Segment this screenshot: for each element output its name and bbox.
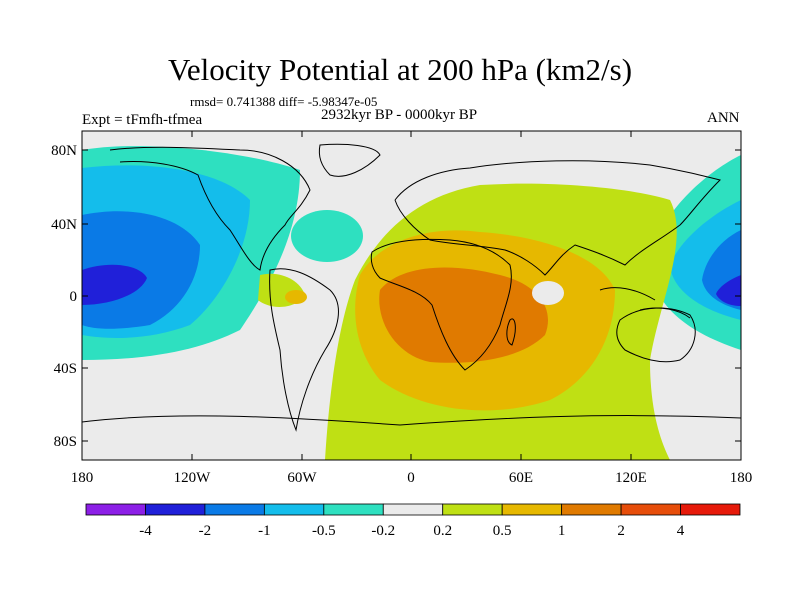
colorbar-swatch [382,503,444,516]
colorbar-label: 0.2 [433,523,452,539]
coast-south-america [269,268,339,432]
coast-greenland [318,143,381,177]
coast-madagascar [506,318,516,346]
map-title: Velocity Potential at 200 hPa (km2/s) [167,52,633,87]
lon-tick-label: 180 [730,470,753,486]
colorbar-swatch [561,503,622,516]
colorbar-label: 0.5 [493,523,512,539]
axis-ticks [81,131,742,460]
coast-europe-asia [394,160,721,276]
lon-tick-label: 120E [615,470,647,486]
stats-text: rmsd= 0.741388 diff= -5.98347e-05 [190,94,378,109]
lat-tick-label: 40S [54,361,77,377]
colorbar-label: -1 [258,523,271,539]
colorbar-swatch [620,503,681,516]
colorbar-label: -0.2 [371,523,395,539]
colorbar-label: -4 [139,523,152,539]
coastlines [82,143,741,432]
colorbar-swatch [263,503,325,516]
colorbar-label: -0.5 [312,523,336,539]
lon-axis: 180 120W 60W 0 60E 120E 180 [71,470,753,486]
season-label: ANN [707,110,740,126]
colorbar-label: -2 [199,523,212,539]
colorbar-swatch [442,503,503,516]
coast-north-america [109,146,311,271]
lat-tick-label: 40N [51,217,77,233]
lon-tick-label: 180 [71,470,94,486]
coast-antarctica [82,415,741,426]
contour-gt-0.5-small [285,290,307,304]
contour-gt-1 [379,267,548,363]
lon-tick-label: 120W [174,470,212,486]
coast-indonesia [599,287,691,319]
period-label: 2932kyr BP - 0000kyr BP [321,107,478,123]
lat-tick-label: 80S [54,434,77,450]
colorbar-label: 4 [677,523,685,539]
colorbar-swatch [323,503,384,516]
colorbar: -4 -2 -1 -0.5 -0.2 0.2 0.5 1 2 4 [85,503,741,539]
colorbar-swatch [145,503,206,516]
contour-neutral-indian-hole [532,281,564,305]
contour-lt-2-east [716,275,741,306]
lon-tick-label: 60W [287,470,317,486]
colorbar-swatch [85,503,146,516]
colorbar-label: 2 [617,523,625,539]
lon-tick-label: 60E [509,470,533,486]
experiment-label: Expt = tFmfh-tfmea [82,112,203,128]
contour-lt-2-west [82,264,147,305]
colorbar-swatch [680,503,741,516]
lat-axis: 80N 40N 0 40S 80S [51,143,77,450]
map-field [82,131,741,460]
colorbar-swatch [204,503,265,516]
lat-tick-label: 0 [70,289,78,305]
colorbar-label: 1 [558,523,566,539]
coast-africa [370,238,512,371]
lon-tick-label: 0 [407,470,415,486]
lat-tick-label: 80N [51,143,77,159]
contour-lt-0.2-atlantic [291,210,363,262]
colorbar-swatch [501,503,563,516]
